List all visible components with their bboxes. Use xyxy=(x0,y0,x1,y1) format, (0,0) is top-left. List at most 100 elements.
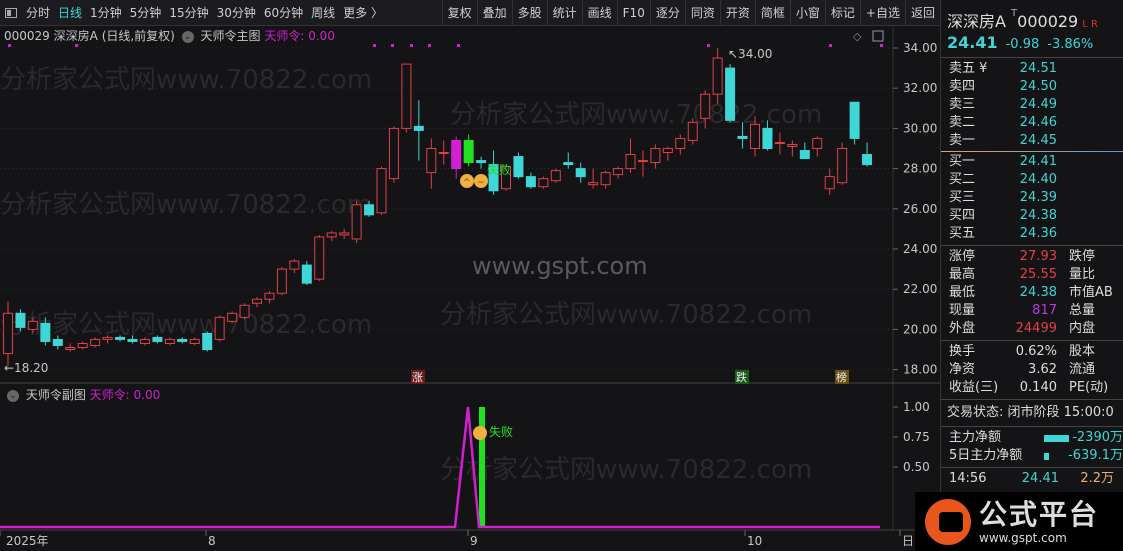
candle-body[interactable] xyxy=(40,322,51,342)
candle-body[interactable] xyxy=(762,127,773,149)
candle-body[interactable] xyxy=(90,338,101,346)
candle-body[interactable] xyxy=(227,312,238,322)
candle-body[interactable] xyxy=(152,336,163,342)
candle-body[interactable] xyxy=(276,268,287,294)
candle-body[interactable] xyxy=(837,148,848,184)
toolbar-button[interactable]: 多股 xyxy=(511,0,547,26)
toolbar-button[interactable]: 逐分 xyxy=(649,0,685,26)
candle-body[interactable] xyxy=(3,312,13,355)
candle-body[interactable] xyxy=(550,170,561,182)
event-marker[interactable] xyxy=(735,370,749,384)
candle-body[interactable] xyxy=(15,312,26,328)
candle-body[interactable] xyxy=(600,172,611,186)
period-tab[interactable]: 周线 xyxy=(311,6,336,20)
chevron-down-icon[interactable]: ⌄ xyxy=(7,389,19,402)
period-tab[interactable]: 15分钟 xyxy=(169,6,209,20)
candle-body[interactable] xyxy=(239,304,250,318)
candle-body[interactable] xyxy=(513,156,524,178)
candle-body[interactable] xyxy=(700,93,711,119)
candle-body[interactable] xyxy=(849,101,860,139)
period-tab[interactable]: 5分钟 xyxy=(129,6,162,20)
candle-body[interactable] xyxy=(687,121,698,141)
candle-body[interactable] xyxy=(588,182,599,186)
toolbar-button[interactable]: 简框 xyxy=(754,0,790,26)
candle-body[interactable] xyxy=(799,150,810,160)
chevron-down-icon[interactable]: ⌄ xyxy=(181,30,194,43)
event-marker[interactable] xyxy=(835,370,849,384)
candle-body[interactable] xyxy=(102,336,113,340)
diamond-icon[interactable]: ◇ xyxy=(853,30,862,43)
candle-body[interactable] xyxy=(115,336,126,340)
candle-body[interactable] xyxy=(401,63,412,129)
toolbar-button[interactable]: 统计 xyxy=(546,0,582,26)
candle-body[interactable] xyxy=(426,148,437,174)
candle-body[interactable] xyxy=(463,139,474,164)
candle-body[interactable] xyxy=(252,298,262,304)
candle-body[interactable] xyxy=(189,338,200,344)
candle-body[interactable] xyxy=(301,264,312,284)
candle-body[interactable] xyxy=(563,162,574,166)
candle-body[interactable] xyxy=(264,292,275,300)
candle-body[interactable] xyxy=(712,57,723,95)
candle-body[interactable] xyxy=(613,168,624,176)
toolbar-button[interactable]: 小窗 xyxy=(789,0,825,26)
event-marker[interactable] xyxy=(411,370,425,384)
candle-body[interactable] xyxy=(774,141,785,144)
period-tab[interactable]: 60分钟 xyxy=(263,6,304,20)
sub-indicator-name[interactable]: 天师令副图 xyxy=(25,388,86,402)
toolbar-button[interactable]: 画线 xyxy=(581,0,617,26)
candle-body[interactable] xyxy=(725,67,736,121)
candle-body[interactable] xyxy=(139,338,150,344)
toolbar-button[interactable]: 叠加 xyxy=(476,0,512,26)
candle-body[interactable] xyxy=(177,338,188,342)
candle-body[interactable] xyxy=(364,204,375,216)
candle-body[interactable] xyxy=(65,346,76,350)
panel-toggle-icon[interactable] xyxy=(5,7,17,18)
candle-body[interactable] xyxy=(824,176,835,190)
candle-body[interactable] xyxy=(289,260,300,270)
candle-body[interactable] xyxy=(525,176,536,188)
period-tab[interactable]: 日线 xyxy=(58,6,83,20)
panel-icon[interactable] xyxy=(872,30,884,42)
period-tab[interactable]: 1分钟 xyxy=(90,6,122,20)
toolbar-button[interactable]: 同资 xyxy=(684,0,720,26)
toolbar-button[interactable]: +自选 xyxy=(859,0,905,26)
candle-body[interactable] xyxy=(351,204,362,240)
kline-chart[interactable]: 34.00 32.00 30.00 28.00 26.00 24.00 22.00 20.00… xyxy=(0,0,940,551)
candle-body[interactable] xyxy=(27,320,38,330)
candle-body[interactable] xyxy=(501,166,511,190)
candle-body[interactable] xyxy=(787,143,798,147)
toolbar-button[interactable]: 复权 xyxy=(441,0,477,26)
candle-body[interactable] xyxy=(675,137,686,149)
candle-body[interactable] xyxy=(314,236,325,280)
candle-body[interactable] xyxy=(538,178,549,188)
candle-body[interactable] xyxy=(575,168,586,178)
candle-body[interactable] xyxy=(737,135,748,139)
period-tab[interactable]: 更多 〉 xyxy=(343,6,383,20)
candle-body[interactable] xyxy=(202,332,213,351)
candle-body[interactable] xyxy=(214,316,225,340)
candle-body[interactable] xyxy=(388,127,399,180)
candle-body[interactable] xyxy=(650,148,661,164)
candle-body[interactable] xyxy=(637,160,648,163)
toolbar-button[interactable]: F10 xyxy=(616,0,650,26)
candle-body[interactable] xyxy=(339,232,350,236)
candle-body[interactable] xyxy=(77,342,88,348)
candle-body[interactable] xyxy=(812,137,823,149)
candle-body[interactable] xyxy=(326,232,337,238)
candle-body[interactable] xyxy=(127,338,138,342)
candle-body[interactable] xyxy=(750,123,760,149)
candle-body[interactable] xyxy=(438,152,449,155)
candle-body[interactable] xyxy=(451,139,462,170)
candle-body[interactable] xyxy=(862,154,873,166)
period-tab[interactable]: 30分钟 xyxy=(216,6,256,20)
candle-body[interactable] xyxy=(52,338,63,346)
period-tab[interactable]: 分时 xyxy=(26,6,51,20)
main-indicator-name[interactable]: 天师令主图 xyxy=(200,29,261,43)
toolbar-button[interactable]: 开资 xyxy=(719,0,755,26)
candle-body[interactable] xyxy=(413,125,424,131)
toolbar-button[interactable]: 标记 xyxy=(824,0,860,26)
candle-body[interactable] xyxy=(376,168,387,214)
candle-body[interactable] xyxy=(662,148,673,154)
toolbar-button[interactable]: 返回 xyxy=(904,0,940,26)
